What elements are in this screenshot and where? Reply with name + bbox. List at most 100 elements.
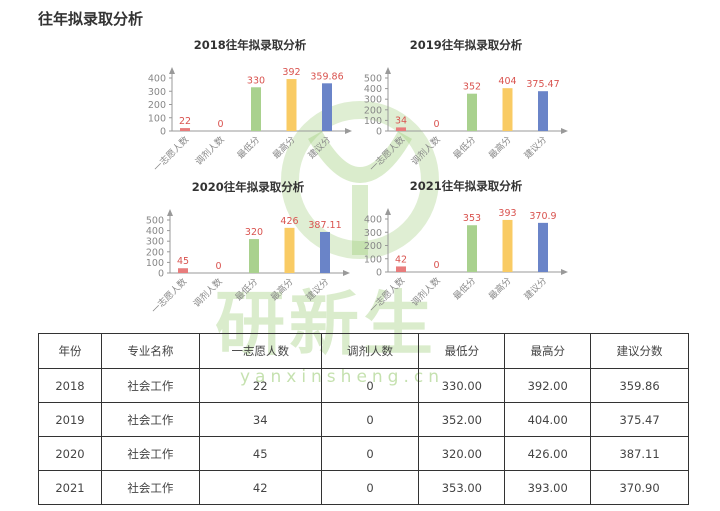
bar	[538, 222, 548, 272]
bar-value-label: 387.11	[308, 220, 341, 231]
y-tick-label: 0	[158, 269, 164, 280]
table-cell: 320.00	[418, 436, 506, 471]
bar-value-label: 0	[215, 261, 221, 272]
table-cell: 353.00	[418, 470, 506, 505]
x-tick-label: 一志愿人数	[149, 276, 189, 316]
table-cell: 426.00	[504, 436, 592, 471]
table-cell: 社会工作	[101, 368, 200, 403]
x-tick-label: 一志愿人数	[151, 134, 191, 174]
chart-title: 2018往年拟录取分析	[194, 38, 307, 52]
header-cell: 年份	[37, 333, 103, 369]
y-tick-label: 200	[364, 241, 382, 252]
table-row: 2019 社会工作 34 0 352.00 404.00 375.47	[37, 402, 689, 437]
table-cell: 392.00	[504, 368, 592, 403]
admission-table: 年份 专业名称 一志愿人数 调剂人数 最低分 最高分 建议分数 2018 社会工作…	[37, 333, 689, 505]
y-tick-label: 300	[364, 95, 382, 106]
bar	[467, 93, 477, 131]
bar-value-label: 359.86	[310, 71, 343, 82]
y-tick-label: 400	[364, 215, 382, 226]
y-axis-arrow-icon	[167, 209, 173, 216]
y-tick-label: 300	[146, 237, 164, 248]
x-tick-label: 最高分	[486, 275, 514, 303]
bar-value-label: 330	[247, 75, 265, 86]
table-cell: 375.47	[590, 402, 689, 437]
header-cell: 调剂人数	[320, 333, 420, 369]
bar-value-label: 0	[433, 119, 439, 130]
chart-2019: 2019往年拟录取分析 0 100 200 300 400 500 34 一志愿人数 0 调剂人数 3…	[356, 30, 576, 180]
table-cell: 45	[198, 436, 322, 471]
y-tick-label: 100	[146, 258, 164, 269]
header-cell: 最低分	[418, 333, 506, 369]
table-cell: 330.00	[418, 368, 506, 403]
bar	[284, 227, 295, 273]
chart-title: 2021往年拟录取分析	[410, 179, 523, 193]
bar-value-label: 426	[280, 216, 298, 227]
x-tick-label: 调剂人数	[409, 134, 443, 168]
x-tick-label: 最高分	[486, 134, 514, 162]
x-tick-label: 最高分	[270, 134, 298, 162]
chart-2020: 2020往年拟录取分析 0 100 200 300 400 500 45 一志愿人数 0 调剂人数 3…	[138, 172, 358, 322]
y-tick-label: 400	[364, 84, 382, 95]
y-axis-arrow-icon	[385, 67, 391, 74]
chart-title: 2020往年拟录取分析	[192, 180, 305, 194]
x-tick-label: 最低分	[233, 276, 261, 304]
header-cell: 建议分数	[590, 333, 689, 369]
bar	[502, 219, 513, 272]
chart-title: 2019往年拟录取分析	[410, 38, 523, 52]
bar-value-label: 393	[498, 208, 516, 219]
table-cell: 2019	[37, 402, 103, 437]
table-cell: 359.86	[590, 368, 689, 403]
bar	[396, 266, 406, 272]
bar	[249, 239, 259, 273]
table-cell: 社会工作	[101, 470, 200, 505]
bar-value-label: 0	[433, 260, 439, 271]
page-title: 往年拟录取分析	[38, 10, 144, 28]
x-tick-label: 最低分	[451, 134, 479, 162]
table-cell: 370.90	[590, 470, 689, 505]
y-tick-label: 200	[148, 100, 166, 111]
x-tick-label: 调剂人数	[193, 134, 227, 168]
header-cell: 一志愿人数	[198, 333, 322, 369]
table-cell: 2020	[37, 436, 103, 471]
bar	[251, 87, 261, 131]
y-tick-label: 400	[146, 226, 164, 237]
table-row: 2020 社会工作 45 0 320.00 426.00 387.11	[37, 436, 689, 471]
y-tick-label: 0	[376, 268, 382, 279]
y-tick-label: 500	[146, 216, 164, 227]
x-tick-label: 建议分	[306, 134, 334, 162]
table-row: 2021 社会工作 42 0 353.00 393.00 370.90	[37, 470, 689, 505]
x-tick-label: 建议分	[522, 275, 550, 303]
bar-value-label: 42	[395, 254, 407, 265]
y-tick-label: 300	[364, 228, 382, 239]
x-tick-label: 调剂人数	[191, 276, 225, 310]
header-cell: 专业名称	[101, 333, 200, 369]
y-tick-label: 200	[146, 247, 164, 258]
table-cell: 0	[320, 436, 420, 471]
x-tick-label: 一志愿人数	[367, 275, 407, 315]
table-cell: 352.00	[418, 402, 506, 437]
table-row: 2018 社会工作 22 0 330.00 392.00 359.86	[37, 368, 689, 403]
bar-value-label: 370.9	[529, 211, 556, 222]
y-tick-label: 0	[376, 127, 382, 138]
table-cell: 0	[320, 402, 420, 437]
bar	[178, 268, 188, 273]
table-cell: 42	[198, 470, 322, 505]
bar-value-label: 0	[217, 119, 223, 130]
x-tick-label: 一志愿人数	[367, 134, 407, 174]
table-cell: 社会工作	[101, 436, 200, 471]
table-cell: 387.11	[590, 436, 689, 471]
bar-value-label: 34	[395, 115, 407, 126]
x-axis-arrow-icon	[343, 270, 350, 276]
x-axis-arrow-icon	[561, 269, 568, 275]
table-header-row: 年份 专业名称 一志愿人数 调剂人数 最低分 最高分 建议分数	[37, 333, 689, 369]
table-cell: 0	[320, 368, 420, 403]
x-tick-label: 最低分	[235, 134, 263, 162]
bar-value-label: 404	[498, 76, 516, 87]
bar	[322, 83, 332, 131]
bar-value-label: 352	[463, 82, 481, 93]
header-cell: 最高分	[504, 333, 592, 369]
table-cell: 2018	[37, 368, 103, 403]
x-tick-label: 建议分	[522, 134, 550, 162]
table-cell: 404.00	[504, 402, 592, 437]
chart-2018: 2018往年拟录取分析 0 100 200 300 400 22 一志愿人数 0 调剂人数 330 最…	[140, 30, 360, 180]
